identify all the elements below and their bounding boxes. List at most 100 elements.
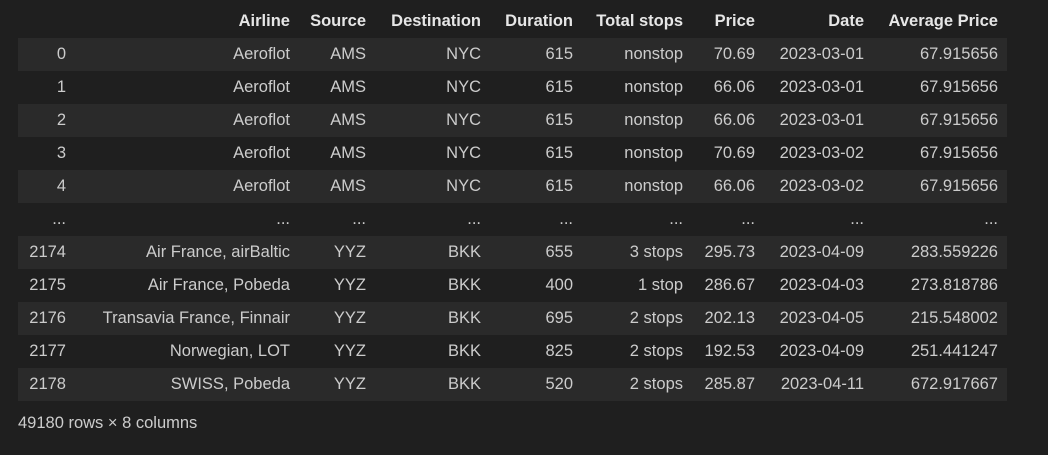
- cell-source: YYZ: [333, 276, 366, 294]
- cell-duration: ...: [559, 210, 573, 228]
- cell-price: 285.87: [704, 375, 755, 393]
- table-row: 3 Aeroflot AMS NYC 615 nonstop 70.69 2023-03-02…: [18, 137, 1007, 170]
- cell-average-price: 283.559226: [910, 243, 998, 261]
- cell-destination: BKK: [447, 276, 481, 294]
- table-row: ...........................: [18, 203, 1007, 236]
- cell-price: 286.67: [704, 276, 755, 294]
- cell-average-price: 672.917667: [910, 375, 998, 393]
- cell-price: 66.06: [713, 177, 755, 195]
- cell-date: 2023-03-02: [779, 144, 864, 162]
- table-row: 4 Aeroflot AMS NYC 615 nonstop 66.06 2023-03-02…: [18, 170, 1007, 203]
- cell-duration: 615: [545, 78, 573, 96]
- header-row: Airline Source Destination Duration Total st…: [18, 5, 1007, 38]
- row-index: 2174: [29, 243, 66, 261]
- cell-destination: NYC: [446, 45, 481, 63]
- cell-date: 2023-03-01: [779, 45, 864, 63]
- cell-price: ...: [741, 210, 755, 228]
- cell-airline: SWISS, Pobeda: [170, 375, 290, 393]
- cell-date: 2023-04-09: [779, 342, 864, 360]
- row-index: 2175: [29, 276, 66, 294]
- cell-total-stops: 3 stops: [629, 243, 683, 261]
- cell-source: AMS: [330, 111, 366, 129]
- row-index: 3: [56, 144, 66, 162]
- cell-source: AMS: [330, 45, 366, 63]
- cell-total-stops: ...: [669, 210, 683, 228]
- cell-average-price: 67.915656: [920, 78, 998, 96]
- cell-airline: Aeroflot: [233, 45, 290, 63]
- cell-average-price: 251.441247: [910, 342, 998, 360]
- cell-airline: ...: [276, 210, 290, 228]
- row-index: ...: [52, 210, 66, 228]
- cell-average-price: 67.915656: [920, 45, 998, 63]
- column-header-destination: Destination: [391, 12, 481, 30]
- column-header-airline: Airline: [238, 12, 290, 30]
- cell-source: AMS: [330, 144, 366, 162]
- cell-average-price: 67.915656: [920, 177, 998, 195]
- cell-price: 202.13: [704, 309, 755, 327]
- cell-duration: 615: [545, 144, 573, 162]
- cell-date: 2023-04-11: [780, 375, 864, 393]
- cell-source: AMS: [330, 78, 366, 96]
- cell-date: ...: [850, 210, 864, 228]
- cell-total-stops: nonstop: [624, 177, 683, 195]
- cell-source: YYZ: [333, 342, 366, 360]
- cell-average-price: 215.548002: [910, 309, 998, 327]
- cell-destination: NYC: [446, 144, 481, 162]
- dataframe-output: Airline Source Destination Duration Total st…: [18, 5, 1038, 433]
- table-row: 2176 Transavia France, Finnair YYZ BKK 695 2 …: [18, 302, 1007, 335]
- cell-date: 2023-04-09: [779, 243, 864, 261]
- cell-date: 2023-04-05: [779, 309, 864, 327]
- cell-destination: BKK: [447, 309, 481, 327]
- row-index: 0: [56, 45, 66, 63]
- cell-airline: Aeroflot: [233, 78, 290, 96]
- cell-total-stops: 2 stops: [629, 375, 683, 393]
- table-row: 2175 Air France, Pobeda YYZ BKK 400 1 stop 286…: [18, 269, 1007, 302]
- cell-airline: Aeroflot: [233, 177, 290, 195]
- cell-source: ...: [352, 210, 366, 228]
- cell-source: YYZ: [333, 309, 366, 327]
- cell-average-price: ...: [984, 210, 998, 228]
- cell-source: YYZ: [333, 243, 366, 261]
- cell-destination: BKK: [447, 342, 481, 360]
- cell-total-stops: nonstop: [624, 111, 683, 129]
- row-index: 2177: [29, 342, 66, 360]
- cell-duration: 695: [545, 309, 573, 327]
- cell-total-stops: nonstop: [624, 144, 683, 162]
- table-row: 1 Aeroflot AMS NYC 615 nonstop 66.06 2023-03-01…: [18, 71, 1007, 104]
- cell-airline: Transavia France, Finnair: [102, 309, 290, 327]
- row-index: 4: [56, 177, 66, 195]
- cell-airline: Air France, Pobeda: [147, 276, 290, 294]
- dataframe-shape-text: 49180 rows × 8 columns: [18, 414, 198, 432]
- column-header-duration: Duration: [505, 12, 573, 30]
- table-row: 2177 Norwegian, LOT YYZ BKK 825 2 stops 192.53…: [18, 335, 1007, 368]
- column-header-index: [18, 5, 75, 38]
- cell-duration: 615: [545, 45, 573, 63]
- column-header-average-price: Average Price: [888, 12, 998, 30]
- cell-average-price: 67.915656: [920, 111, 998, 129]
- cell-destination: NYC: [446, 78, 481, 96]
- cell-price: 70.69: [713, 45, 755, 63]
- cell-destination: ...: [467, 210, 481, 228]
- cell-duration: 655: [545, 243, 573, 261]
- column-header-date: Date: [828, 12, 864, 30]
- cell-source: YYZ: [333, 375, 366, 393]
- cell-price: 66.06: [713, 111, 755, 129]
- column-header-source: Source: [310, 12, 366, 30]
- cell-destination: NYC: [446, 111, 481, 129]
- cell-price: 295.73: [704, 243, 755, 261]
- cell-date: 2023-03-01: [779, 111, 864, 129]
- cell-destination: BKK: [447, 375, 481, 393]
- cell-total-stops: nonstop: [624, 78, 683, 96]
- cell-airline: Norwegian, LOT: [169, 342, 290, 360]
- table-body: 0 Aeroflot AMS NYC 615 nonstop 70.69 2023-03-01…: [18, 38, 1007, 401]
- cell-average-price: 273.818786: [910, 276, 998, 294]
- cell-price: 70.69: [713, 144, 755, 162]
- cell-duration: 615: [545, 177, 573, 195]
- cell-total-stops: 2 stops: [629, 342, 683, 360]
- cell-price: 66.06: [713, 78, 755, 96]
- cell-date: 2023-04-03: [779, 276, 864, 294]
- table-row: 0 Aeroflot AMS NYC 615 nonstop 70.69 2023-03-01…: [18, 38, 1007, 71]
- cell-duration: 520: [545, 375, 573, 393]
- cell-airline: Aeroflot: [233, 111, 290, 129]
- table-row: 2 Aeroflot AMS NYC 615 nonstop 66.06 2023-03-01…: [18, 104, 1007, 137]
